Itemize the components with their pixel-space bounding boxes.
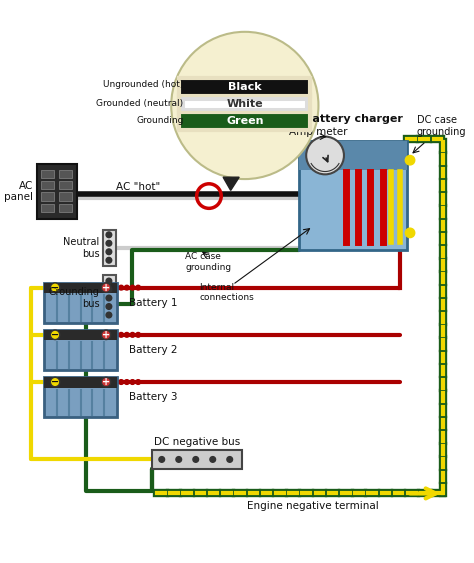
Circle shape [106,278,112,284]
Circle shape [101,377,111,387]
Circle shape [106,249,112,254]
Circle shape [306,137,344,175]
FancyBboxPatch shape [103,275,116,321]
Text: White: White [227,99,263,109]
Circle shape [130,379,135,385]
FancyBboxPatch shape [44,283,118,323]
FancyBboxPatch shape [299,141,407,169]
Text: Battery 1: Battery 1 [129,298,177,308]
Text: Green: Green [226,115,264,126]
Text: Battery 3: Battery 3 [129,392,177,402]
Text: Black: Black [228,82,262,92]
Circle shape [106,240,112,246]
Circle shape [159,457,164,462]
Text: DC case
grounding: DC case grounding [417,115,466,137]
Circle shape [106,232,112,238]
FancyBboxPatch shape [152,450,242,469]
Circle shape [130,285,135,290]
Circle shape [136,333,140,337]
FancyBboxPatch shape [59,204,72,212]
Text: Grounded (neutral): Grounded (neutral) [96,99,183,108]
Text: +: + [102,377,110,387]
Circle shape [101,283,111,292]
Text: Ungrounded (hot): Ungrounded (hot) [103,80,183,89]
Text: −: − [51,330,59,340]
FancyBboxPatch shape [44,330,118,370]
Circle shape [119,333,124,337]
Text: +: + [102,330,110,340]
Circle shape [113,379,118,385]
Text: AC "hot": AC "hot" [117,182,161,191]
Circle shape [171,32,319,179]
Text: AC
panel: AC panel [4,181,33,202]
FancyBboxPatch shape [103,230,116,266]
Circle shape [50,377,60,387]
Circle shape [193,457,199,462]
FancyBboxPatch shape [44,330,118,341]
FancyBboxPatch shape [41,181,54,190]
Circle shape [405,155,415,165]
Circle shape [125,333,129,337]
Circle shape [176,457,182,462]
Text: −: − [51,283,59,293]
Circle shape [136,379,140,385]
FancyBboxPatch shape [44,377,118,417]
Circle shape [405,228,415,238]
Circle shape [106,303,112,309]
Circle shape [50,283,60,292]
Text: Internal
connections: Internal connections [200,283,254,302]
Circle shape [125,379,129,385]
FancyBboxPatch shape [41,193,54,201]
Text: Engine negative terminal: Engine negative terminal [247,501,378,511]
Circle shape [106,312,112,318]
Circle shape [106,287,112,292]
Text: Battery charger: Battery charger [304,114,402,124]
Circle shape [113,285,118,290]
Circle shape [106,257,112,263]
FancyBboxPatch shape [59,193,72,201]
Circle shape [125,285,129,290]
FancyBboxPatch shape [44,377,118,388]
Text: Neutral
bus: Neutral bus [63,237,100,259]
Circle shape [210,457,216,462]
FancyBboxPatch shape [41,169,54,178]
Text: Battery 2: Battery 2 [129,345,177,355]
Circle shape [50,330,60,339]
Polygon shape [223,177,239,190]
Text: AC case
grounding: AC case grounding [185,252,231,272]
FancyBboxPatch shape [299,141,407,250]
FancyBboxPatch shape [59,169,72,178]
Circle shape [113,333,118,337]
FancyBboxPatch shape [44,283,118,293]
FancyBboxPatch shape [37,164,77,218]
Circle shape [227,457,233,462]
FancyBboxPatch shape [41,204,54,212]
Circle shape [101,330,111,339]
Text: Amp meter: Amp meter [289,127,348,137]
Text: +: + [102,283,110,293]
Text: Grounding
bus: Grounding bus [48,287,100,309]
Circle shape [119,379,124,385]
Circle shape [119,285,124,290]
Text: −: − [51,377,59,387]
Text: Grounding: Grounding [136,116,183,125]
FancyBboxPatch shape [59,181,72,190]
Circle shape [130,333,135,337]
Circle shape [136,285,140,290]
Text: DC negative bus: DC negative bus [154,437,240,448]
Circle shape [106,295,112,301]
